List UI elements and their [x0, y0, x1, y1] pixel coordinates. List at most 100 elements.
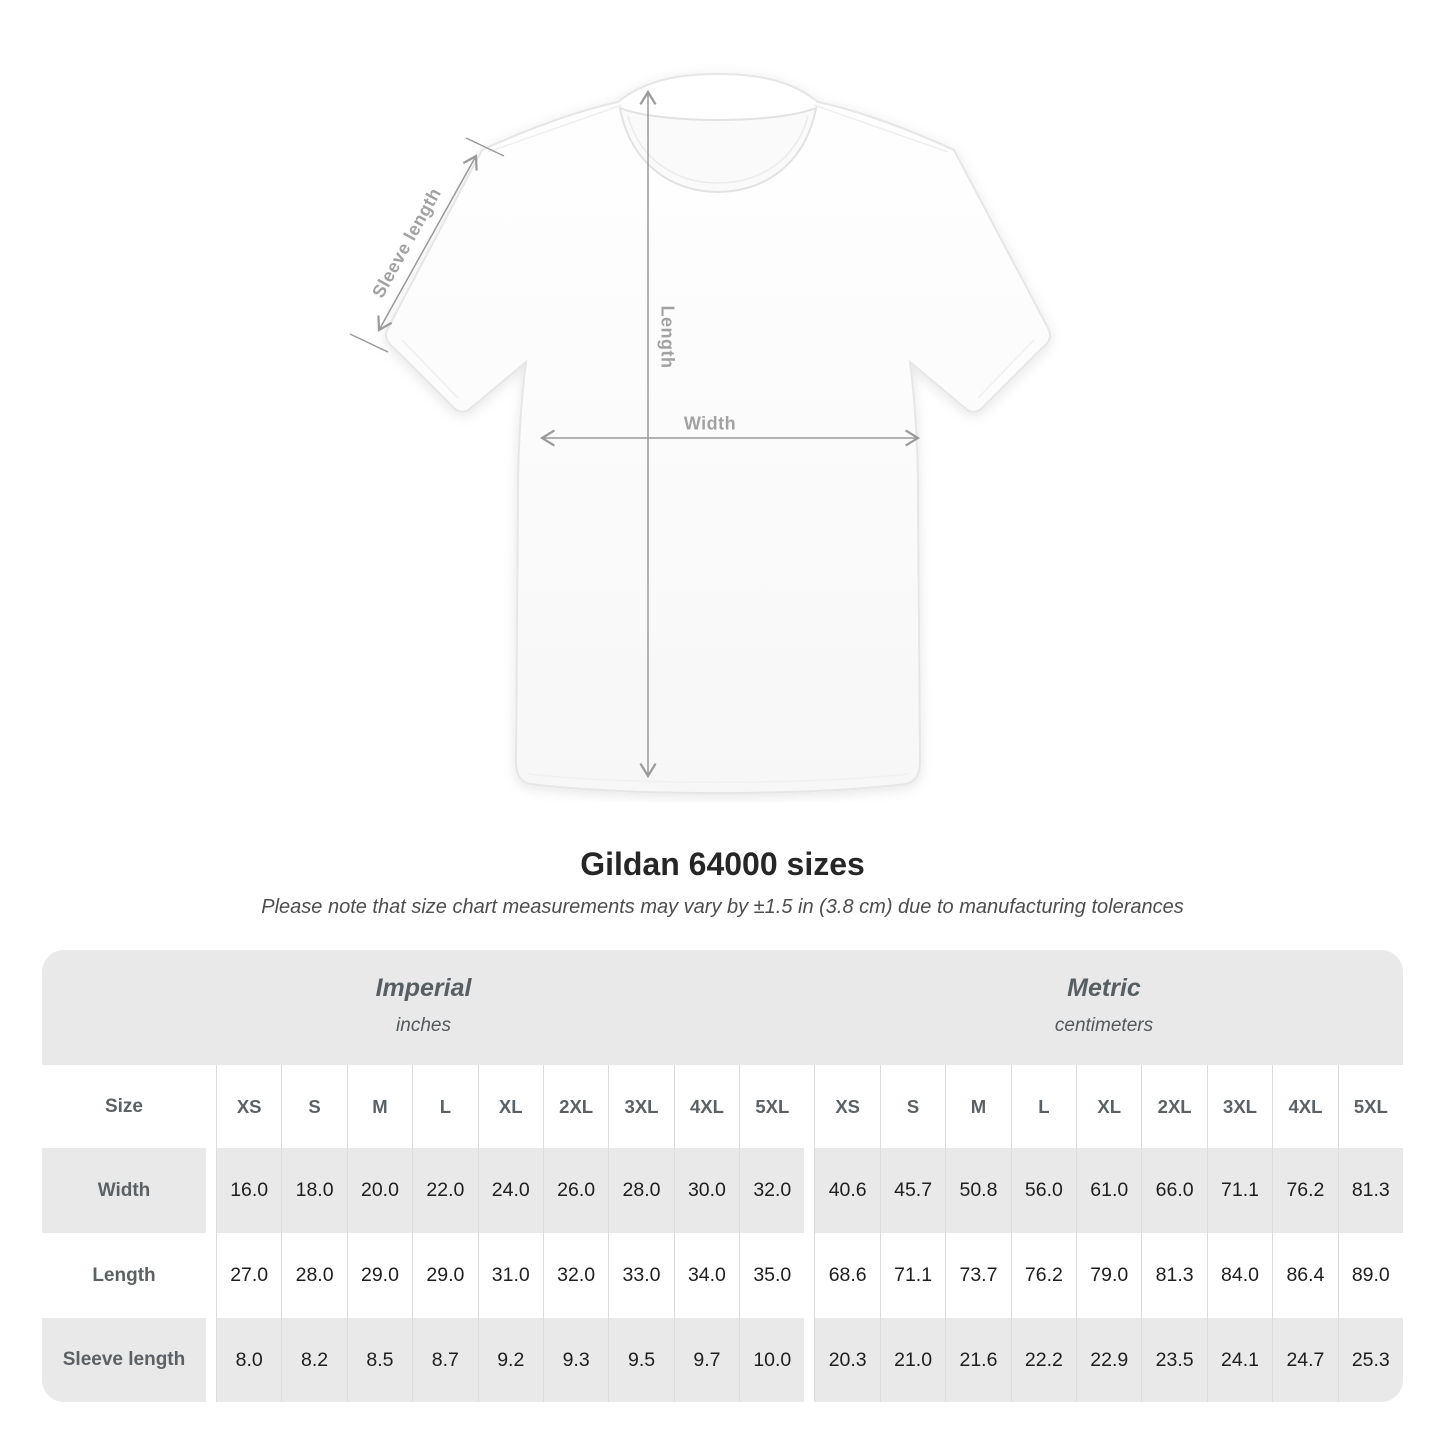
- value-cell: 21.6: [945, 1318, 1011, 1402]
- value-cell: 40.6: [814, 1148, 880, 1233]
- width-label: Width: [683, 413, 737, 434]
- value-cell: 29.0: [346, 1233, 413, 1318]
- size-header-cell: 4XL: [673, 1065, 740, 1148]
- column-gap: [804, 1065, 815, 1148]
- column-gap: [804, 1318, 815, 1402]
- value-cell: 86.4: [1272, 1233, 1338, 1318]
- value-cell: 81.3: [1141, 1233, 1207, 1318]
- value-cell: 9.5: [608, 1318, 674, 1402]
- tshirt-measurement-figure: Sleeve length Length Width: [330, 62, 1106, 802]
- value-cell: 31.0: [477, 1233, 543, 1318]
- tolerance-note: Please note that size chart measurements…: [261, 896, 1184, 918]
- value-cell: 10.0: [739, 1318, 805, 1402]
- value-cell: 28.0: [281, 1233, 347, 1318]
- value-cell: 22.0: [412, 1148, 478, 1233]
- size-table: Imperial inches Metric centimeters Size X…: [42, 950, 1403, 1402]
- value-cell: 8.2: [281, 1318, 347, 1402]
- imperial-title: Imperial: [375, 974, 472, 1002]
- size-header-cell: 2XL: [1141, 1065, 1207, 1148]
- column-gap: [804, 1233, 815, 1318]
- value-cell: 22.9: [1076, 1318, 1142, 1402]
- value-cell: 23.5: [1141, 1318, 1207, 1402]
- metric-unit: centimeters: [1054, 1015, 1154, 1036]
- value-cell: 71.1: [1206, 1148, 1273, 1233]
- value-cell: 35.0: [739, 1233, 805, 1318]
- value-cell: 26.0: [542, 1148, 609, 1233]
- value-cell: 24.0: [477, 1148, 543, 1233]
- value-cell: 20.3: [814, 1318, 880, 1402]
- size-header-cell: XL: [477, 1065, 543, 1148]
- value-cell: 66.0: [1141, 1148, 1207, 1233]
- value-cell: 81.3: [1337, 1148, 1403, 1233]
- value-cell: 33.0: [608, 1233, 674, 1318]
- size-header-cell: L: [1010, 1065, 1077, 1148]
- size-header-cell: 3XL: [1206, 1065, 1273, 1148]
- unit-group-imperial: Imperial inches: [42, 950, 805, 1065]
- value-cell: 28.0: [608, 1148, 674, 1233]
- value-cell: 45.7: [879, 1148, 946, 1233]
- value-cell: 68.6: [814, 1233, 880, 1318]
- value-cell: 18.0: [281, 1148, 347, 1233]
- size-column-header: Size: [42, 1065, 206, 1148]
- value-cell: 25.3: [1337, 1318, 1403, 1402]
- value-cell: 76.2: [1010, 1233, 1077, 1318]
- size-header-cell: 4XL: [1272, 1065, 1338, 1148]
- value-cell: 9.2: [477, 1318, 543, 1402]
- value-cell: 9.3: [542, 1318, 609, 1402]
- size-header-cell: S: [281, 1065, 347, 1148]
- size-header-cell: XS: [814, 1065, 880, 1148]
- value-cell: 32.0: [739, 1148, 805, 1233]
- value-cell: 56.0: [1010, 1148, 1077, 1233]
- value-cell: 8.7: [412, 1318, 478, 1402]
- value-cell: 8.0: [216, 1318, 282, 1402]
- row-label: Sleeve length: [42, 1318, 206, 1402]
- column-gap: [804, 1148, 815, 1233]
- value-cell: 34.0: [673, 1233, 740, 1318]
- value-cell: 61.0: [1076, 1148, 1142, 1233]
- size-header-cell: M: [346, 1065, 413, 1148]
- value-cell: 22.2: [1010, 1318, 1077, 1402]
- unit-group-metric: Metric centimeters: [805, 950, 1403, 1065]
- size-table-grid: Size XS S M L XL 2XL 3XL 4XL 5XL XS S M L XL 2XL 3XL 4XL 5…: [42, 1065, 1403, 1402]
- value-cell: 89.0: [1337, 1233, 1403, 1318]
- imperial-unit: inches: [396, 1015, 451, 1036]
- size-header-cell: L: [412, 1065, 478, 1148]
- measurement-arrows: [349, 89, 921, 779]
- value-cell: 50.8: [945, 1148, 1011, 1233]
- column-gap: [206, 1065, 216, 1148]
- size-header-cell: XS: [216, 1065, 282, 1148]
- tshirt-image: [349, 72, 1051, 794]
- size-header-cell: 3XL: [608, 1065, 674, 1148]
- value-cell: 29.0: [412, 1233, 478, 1318]
- value-cell: 73.7: [945, 1233, 1011, 1318]
- column-gap: [206, 1148, 216, 1233]
- size-header-cell: 5XL: [1337, 1065, 1403, 1148]
- value-cell: 21.0: [879, 1318, 946, 1402]
- value-cell: 8.5: [346, 1318, 413, 1402]
- value-cell: 24.1: [1206, 1318, 1273, 1402]
- size-header-cell: M: [945, 1065, 1011, 1148]
- value-cell: 27.0: [216, 1233, 282, 1318]
- value-cell: 9.7: [673, 1318, 740, 1402]
- size-header-cell: S: [879, 1065, 946, 1148]
- value-cell: 32.0: [542, 1233, 609, 1318]
- row-label: Length: [42, 1233, 206, 1318]
- unit-header-band: Imperial inches Metric centimeters: [42, 950, 1403, 1065]
- value-cell: 24.7: [1272, 1318, 1338, 1402]
- size-header-cell: 2XL: [542, 1065, 609, 1148]
- metric-title: Metric: [1067, 974, 1141, 1002]
- value-cell: 79.0: [1076, 1233, 1142, 1318]
- value-cell: 20.0: [346, 1148, 413, 1233]
- column-gap: [206, 1233, 216, 1318]
- size-header-cell: 5XL: [739, 1065, 805, 1148]
- length-label: Length: [657, 305, 678, 369]
- value-cell: 30.0: [673, 1148, 740, 1233]
- size-header-cell: XL: [1076, 1065, 1142, 1148]
- value-cell: 16.0: [216, 1148, 282, 1233]
- row-label: Width: [42, 1148, 206, 1233]
- value-cell: 76.2: [1272, 1148, 1338, 1233]
- column-gap: [206, 1318, 216, 1402]
- value-cell: 71.1: [879, 1233, 946, 1318]
- value-cell: 84.0: [1206, 1233, 1273, 1318]
